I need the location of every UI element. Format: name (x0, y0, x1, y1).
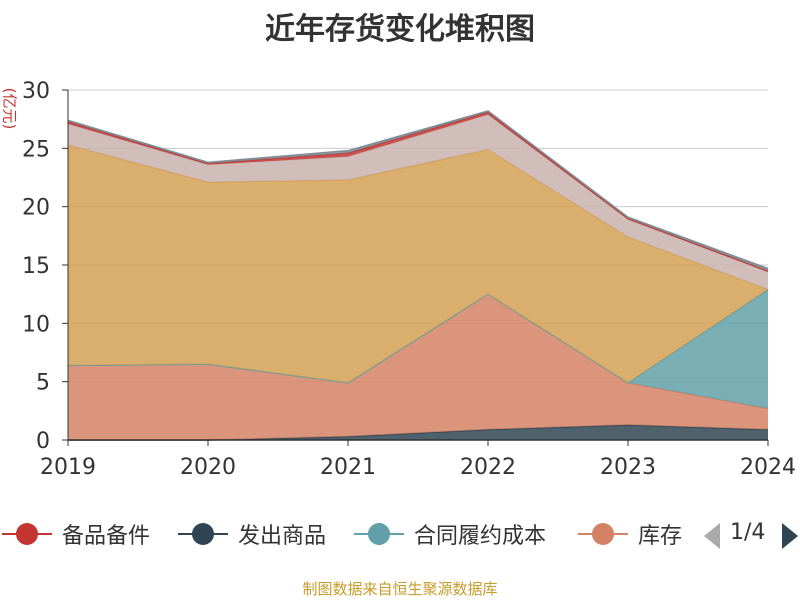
legend-item-inventory[interactable]: 库存 (578, 520, 683, 549)
legend-marker-icon (178, 520, 228, 548)
y-tick-label: 10 (22, 312, 50, 337)
y-tick-label: 15 (22, 254, 50, 279)
x-tick-label: 2019 (40, 455, 96, 480)
prev-page-arrow-icon[interactable] (704, 523, 720, 549)
legend-pager: 1/4 (700, 520, 800, 550)
legend-marker-icon (2, 520, 52, 548)
y-tick-label: 30 (22, 79, 50, 104)
series-areas (67, 110, 769, 441)
legend-item-shipped-goods[interactable]: 发出商品 (178, 520, 327, 549)
x-tick-label: 2021 (320, 455, 376, 480)
y-tick-label: 5 (36, 371, 50, 396)
legend-marker-icon (354, 520, 404, 548)
legend-marker-icon (578, 520, 628, 548)
x-tick-label: 2022 (460, 455, 516, 480)
legend-label: 备品备件 (62, 524, 151, 549)
area-series-3 (68, 144, 768, 383)
area-series-0 (68, 424, 768, 440)
line-series-6 (67, 110, 769, 270)
y-tick-label: 20 (22, 196, 50, 221)
next-page-arrow-icon[interactable] (782, 523, 798, 549)
legend-item-spare-parts[interactable]: 备品备件 (2, 520, 151, 549)
legend-item-contract-cost[interactable]: 合同履约成本 (354, 520, 547, 549)
area-series-4 (68, 114, 768, 290)
legend-page-indicator: 1/4 (730, 520, 766, 545)
axes: 0 5 10 15 20 25 30 2019 2020 2021 2022 2023 2024 (22, 79, 796, 480)
x-tick-label: 2024 (740, 455, 796, 480)
area-series-1 (68, 294, 768, 440)
chart-title: 近年存货变化堆积图 (265, 12, 535, 47)
y-tick-label: 0 (36, 429, 50, 454)
x-tick-label: 2020 (180, 455, 236, 480)
data-source-note: 制图数据来自恒生聚源数据库 (302, 580, 498, 598)
legend-label: 发出商品 (238, 524, 327, 549)
x-tick-label: 2023 (600, 455, 656, 480)
y-tick-label: 25 (22, 137, 50, 162)
legend-label: 库存 (638, 524, 683, 549)
legend-label: 合同履约成本 (414, 524, 547, 549)
legend: 备品备件 发出商品 合同履约成本 库存 1/4 (0, 512, 800, 556)
